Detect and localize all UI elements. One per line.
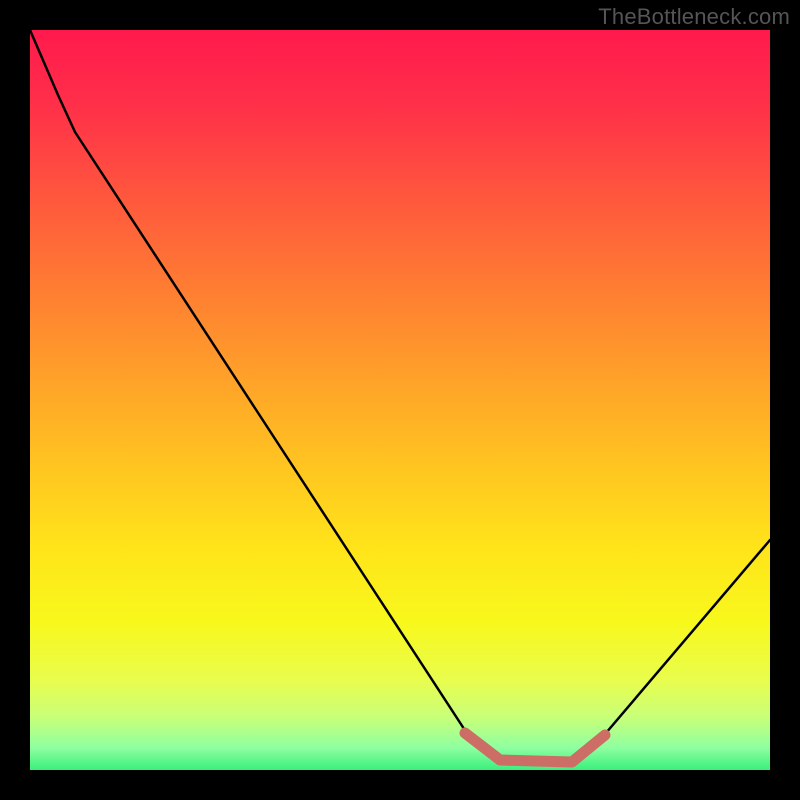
bottleneck-chart [0, 0, 800, 800]
figure-root: TheBottleneck.com [0, 0, 800, 800]
plot-background [30, 30, 770, 770]
